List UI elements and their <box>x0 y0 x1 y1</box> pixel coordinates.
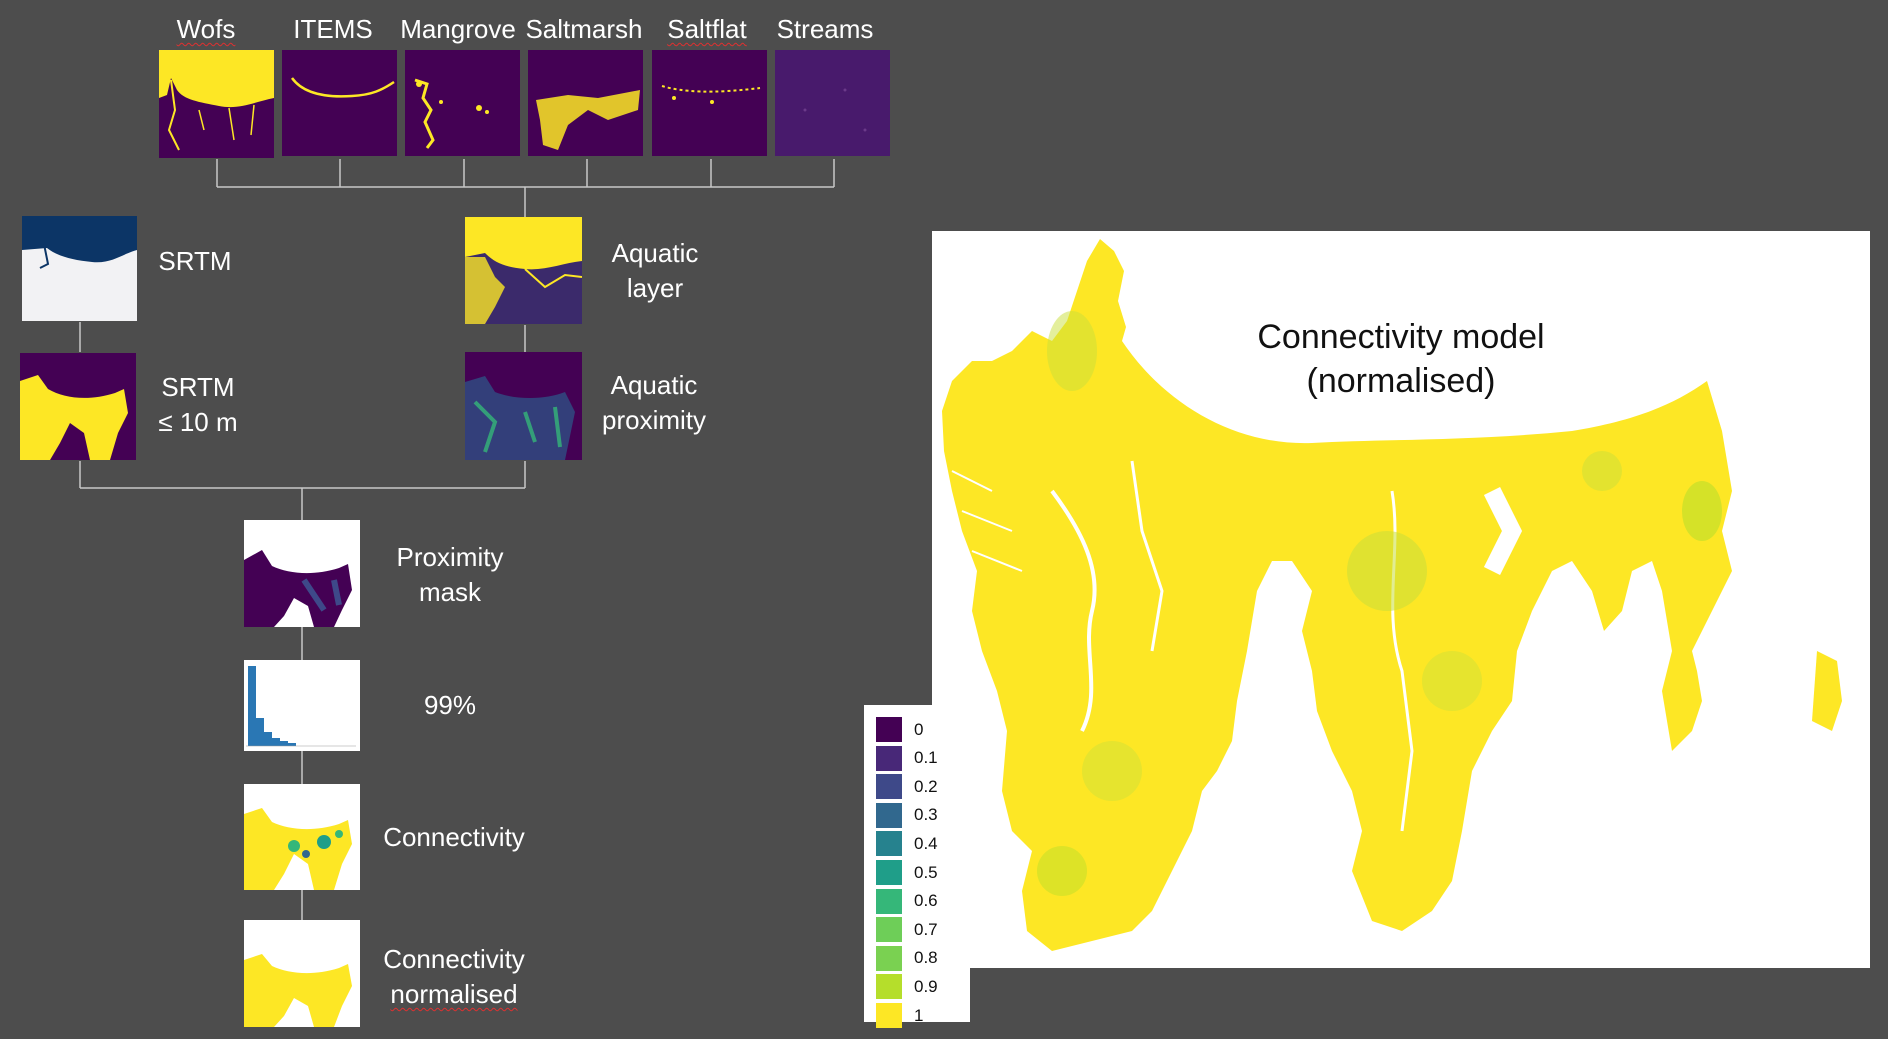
legend-swatch <box>876 917 902 943</box>
percentile-label: 99% <box>423 690 477 720</box>
mangrove-thumbnail <box>405 50 520 156</box>
legend-label: 0.2 <box>914 776 938 796</box>
legend-entry: 0.7 <box>876 917 938 943</box>
aquatic-proximity-label-line2: proximity <box>601 405 706 435</box>
srtm-label: SRTM <box>158 246 232 276</box>
legend-label: 0.7 <box>914 919 938 939</box>
srtm-10m-label: SRTM ≤ 10 m <box>148 370 248 440</box>
map-title-line1: Connectivity model <box>1257 318 1545 356</box>
legend-swatch <box>876 945 902 971</box>
saltmarsh-label: Saltmarsh <box>525 14 643 44</box>
proximity-mask-label-line1: Proximity <box>396 542 504 572</box>
legend-swatch <box>876 974 902 1000</box>
connectivity-model-map: Connectivity model (normalised) <box>932 231 1870 968</box>
legend-label: 0 <box>914 719 924 739</box>
legend-entry: 0.5 <box>876 860 938 885</box>
saltflat-label: Saltflat <box>667 14 747 44</box>
legend-swatch <box>876 860 902 885</box>
legend-label: 0.9 <box>914 976 938 996</box>
proximity-mask-thumbnail <box>244 520 360 627</box>
mangrove-label: Mangrove <box>400 14 516 44</box>
legend-entry: 0.2 <box>876 774 938 800</box>
aquatic-proximity-label-line1: Aquatic <box>610 370 698 400</box>
map-title-line2: (normalised) <box>1306 362 1496 400</box>
legend-swatch <box>876 745 902 771</box>
legend-entry: 0.6 <box>876 888 938 914</box>
legend-label: 0.4 <box>914 833 938 853</box>
wofs-label: Wofs <box>176 14 236 44</box>
legend-entry: 0.3 <box>876 802 938 828</box>
legend-swatch <box>876 888 902 914</box>
legend-entry: 1 <box>876 1003 923 1028</box>
srtm-10m-label-line2: ≤ 10 m <box>158 407 238 437</box>
legend-entry: 0.9 <box>876 974 938 1000</box>
legend-swatch <box>876 802 902 828</box>
connectivity-normalised-thumbnail <box>244 920 360 1027</box>
legend-swatch <box>876 717 902 742</box>
aquatic-layer-thumbnail <box>465 217 582 324</box>
streams-label: Streams <box>776 14 874 44</box>
aquatic-proximity-label: Aquatic proximity <box>590 368 718 438</box>
srtm-10m-thumbnail <box>20 353 136 460</box>
saltmarsh-thumbnail <box>528 50 643 156</box>
srtm-10m-label-line1: SRTM <box>161 372 235 402</box>
wofs-thumbnail <box>159 50 274 158</box>
legend-swatch <box>876 831 902 857</box>
connectivity-normalised-label: Connectivity normalised <box>374 942 534 1012</box>
legend-label: 0.6 <box>914 891 938 911</box>
connectivity-normalised-label-line2: normalised <box>390 979 518 1009</box>
items-label: ITEMS <box>293 14 373 44</box>
histogram-thumbnail <box>244 660 360 751</box>
legend-label: 0.8 <box>914 948 938 968</box>
legend-entry: 0.4 <box>876 831 938 857</box>
streams-thumbnail <box>775 50 890 156</box>
aquatic-layer-label-line2: layer <box>626 273 684 303</box>
srtm-thumbnail <box>22 216 137 321</box>
aquatic-layer-label: Aquatic layer <box>596 236 714 306</box>
legend-entry: 0.1 <box>876 745 938 771</box>
connectivity-thumbnail <box>244 784 360 890</box>
legend-entry: 0.8 <box>876 945 938 971</box>
proximity-mask-label: Proximity mask <box>380 540 520 610</box>
legend-label: 0.3 <box>914 805 938 825</box>
legend-entry: 0 <box>876 717 923 742</box>
aquatic-proximity-thumbnail <box>465 352 582 460</box>
legend-swatch <box>876 774 902 800</box>
items-thumbnail <box>282 50 397 156</box>
saltflat-thumbnail <box>652 50 767 156</box>
legend-swatch <box>876 1003 902 1028</box>
legend-label: 0.1 <box>914 748 938 768</box>
aquatic-layer-label-line1: Aquatic <box>611 238 699 268</box>
legend-label: 0.5 <box>914 862 938 882</box>
connectivity-label: Connectivity <box>383 822 525 852</box>
legend-label: 1 <box>914 1005 924 1025</box>
connectivity-normalised-label-line1: Connectivity <box>383 944 525 974</box>
proximity-mask-label-line2: mask <box>418 577 482 607</box>
color-legend: 0 0.1 0.2 0.3 0.4 0.5 0.6 0.7 0.8 0.9 1 <box>864 705 970 1028</box>
